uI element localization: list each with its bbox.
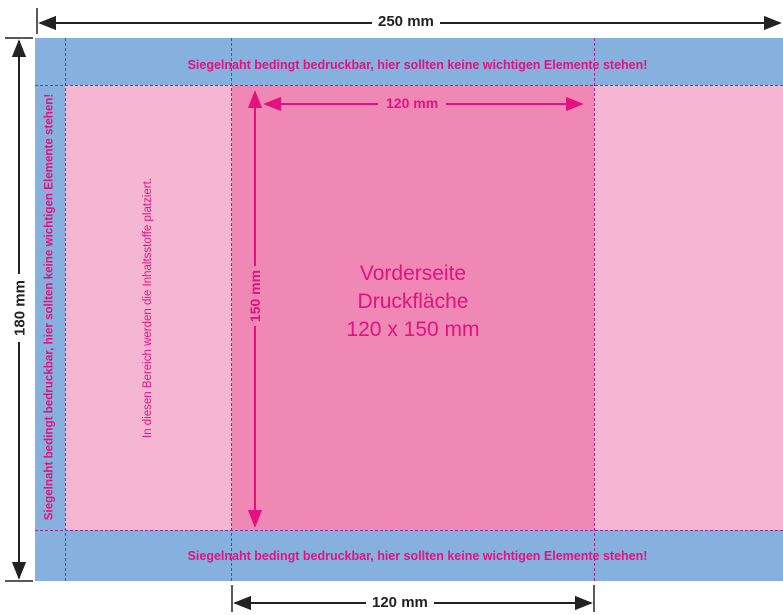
top-seal-band: [35, 38, 783, 85]
front-label-line2: Druckfläche: [357, 290, 469, 313]
bottom-seal-band: [35, 530, 783, 581]
left-seal-band: [35, 38, 65, 581]
left-side-panel: [35, 38, 232, 581]
top-seal-text: Siegelnaht bedingt bedruckbar, hier soll…: [187, 58, 648, 72]
left-seal-text: Siegelnaht bedingt bedruckbar, hier soll…: [42, 93, 56, 521]
ingredients-note: In diesen Bereich werden die Inhaltsstof…: [142, 178, 154, 438]
top-seal-guide: [35, 85, 783, 86]
front-left-guide: [231, 38, 232, 581]
front-label-line3: 120 x 150 mm: [346, 318, 480, 341]
label-180mm: 180 mm: [11, 274, 29, 342]
bottom-seal-guide: [35, 530, 783, 531]
bottom-seal-text: Siegelnaht bedingt bedruckbar, hier soll…: [187, 549, 648, 563]
left-seal-guide: [65, 38, 66, 581]
front-label: Vorderseite Druckfläche 120 x 150 mm: [232, 260, 594, 344]
label-bottom-120mm: 120 mm: [366, 594, 434, 611]
front-print-area: [232, 38, 594, 581]
front-right-guide: [594, 38, 595, 581]
label-250mm: 250 mm: [372, 13, 440, 30]
label-front-120mm: 120 mm: [378, 95, 447, 111]
right-side-panel: [594, 38, 783, 581]
front-label-line1: Vorderseite: [359, 262, 467, 285]
